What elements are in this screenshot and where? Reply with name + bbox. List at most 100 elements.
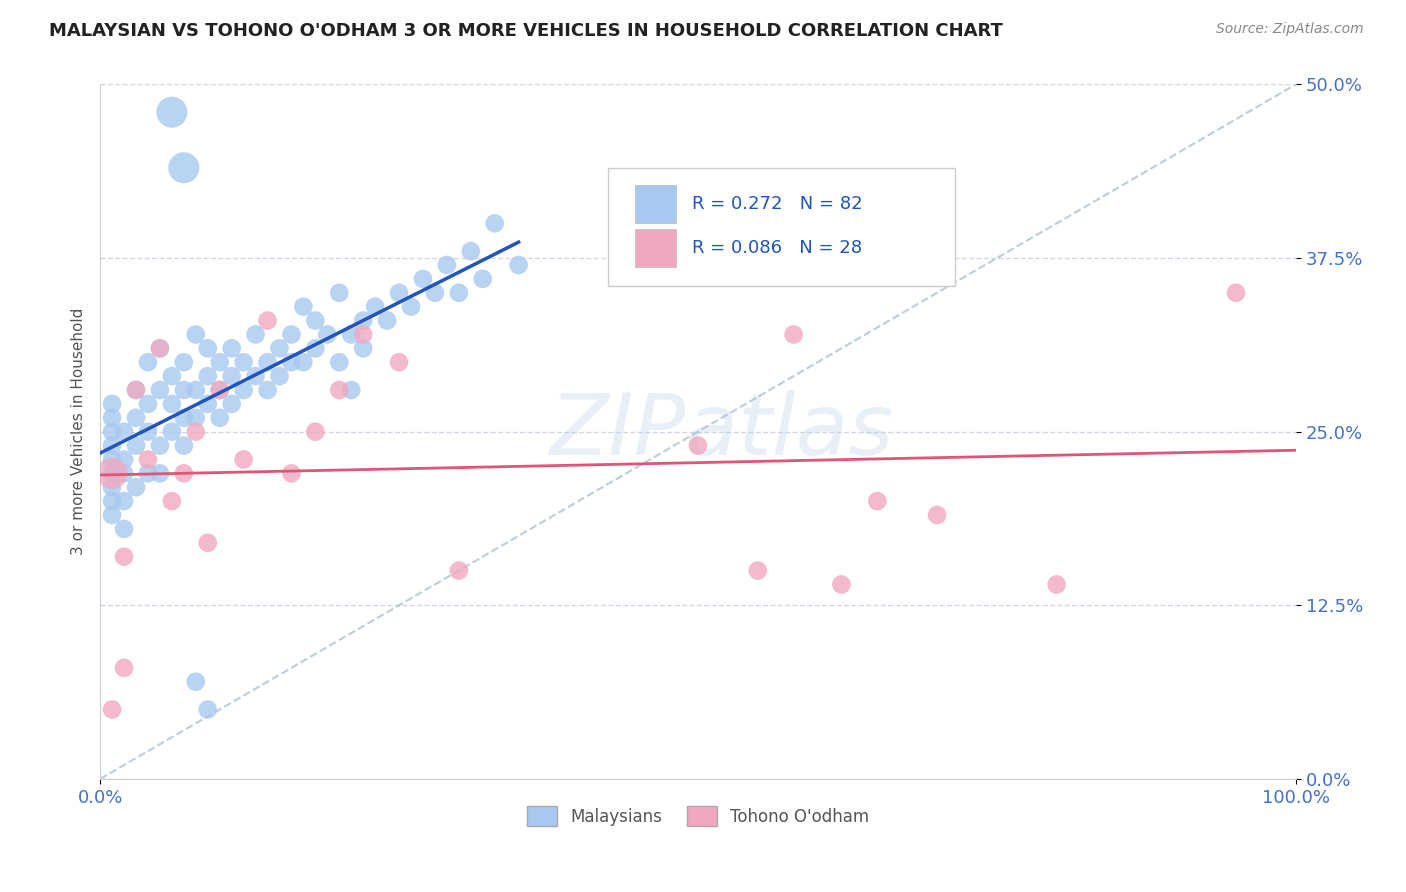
Point (471, 272, 494, 286)
Point (173, 383, 195, 397)
Point (101, 494, 124, 508)
Point (125, 383, 148, 397)
Point (269, 369, 291, 384)
Point (1046, 577, 1069, 591)
Point (197, 397, 219, 411)
Point (292, 300, 315, 314)
Point (184, 383, 207, 397)
Point (328, 355, 350, 369)
Text: ZIPatlas: ZIPatlas (550, 390, 894, 473)
Point (340, 327, 363, 342)
Point (149, 439, 172, 453)
Point (280, 327, 302, 342)
Point (447, 564, 470, 578)
Point (221, 397, 243, 411)
Point (686, 439, 709, 453)
Point (160, 425, 183, 439)
Point (747, 564, 769, 578)
Point (328, 285, 350, 300)
Text: R = 0.272   N = 82: R = 0.272 N = 82 (692, 194, 863, 213)
Point (173, 161, 195, 175)
Point (197, 536, 219, 550)
Point (149, 342, 172, 356)
Point (1225, 285, 1247, 300)
Point (136, 452, 159, 467)
Point (256, 355, 278, 369)
Point (232, 355, 254, 369)
Point (208, 383, 231, 397)
Point (232, 452, 254, 467)
Point (112, 522, 135, 536)
FancyBboxPatch shape (609, 168, 955, 285)
Point (101, 508, 124, 522)
Point (208, 410, 231, 425)
Point (112, 425, 135, 439)
FancyBboxPatch shape (634, 185, 676, 223)
Point (375, 313, 398, 327)
Point (925, 508, 948, 522)
Point (160, 494, 183, 508)
Point (208, 383, 231, 397)
Point (112, 452, 135, 467)
Point (208, 355, 231, 369)
Point (484, 216, 506, 230)
Point (460, 244, 482, 259)
Point (125, 439, 148, 453)
Point (866, 494, 889, 508)
Point (149, 383, 172, 397)
Point (292, 355, 315, 369)
Point (245, 327, 267, 342)
Point (149, 467, 172, 481)
Point (221, 342, 243, 356)
Point (256, 383, 278, 397)
Point (101, 480, 124, 494)
Point (112, 467, 135, 481)
Point (112, 549, 135, 564)
Point (436, 258, 458, 272)
Point (125, 383, 148, 397)
Point (304, 425, 326, 439)
Point (184, 674, 207, 689)
Point (173, 439, 195, 453)
Point (173, 467, 195, 481)
Point (149, 342, 172, 356)
Point (245, 369, 267, 384)
Point (256, 313, 278, 327)
Text: R = 0.086   N = 28: R = 0.086 N = 28 (692, 239, 862, 257)
Text: Source: ZipAtlas.com: Source: ZipAtlas.com (1216, 22, 1364, 37)
Point (399, 300, 422, 314)
Text: MALAYSIAN VS TOHONO O'ODHAM 3 OR MORE VEHICLES IN HOUSEHOLD CORRELATION CHART: MALAYSIAN VS TOHONO O'ODHAM 3 OR MORE VE… (49, 22, 1002, 40)
Point (269, 342, 291, 356)
Point (136, 397, 159, 411)
Point (101, 425, 124, 439)
Point (304, 342, 326, 356)
Point (101, 439, 124, 453)
FancyBboxPatch shape (634, 228, 676, 267)
Point (280, 355, 302, 369)
Point (101, 467, 124, 481)
Point (352, 313, 374, 327)
Point (136, 467, 159, 481)
Point (101, 452, 124, 467)
Point (830, 577, 852, 591)
Point (101, 467, 124, 481)
Point (125, 410, 148, 425)
Point (101, 410, 124, 425)
Point (112, 494, 135, 508)
Point (160, 397, 183, 411)
Point (160, 369, 183, 384)
Point (423, 285, 446, 300)
Point (197, 342, 219, 356)
Point (173, 355, 195, 369)
Point (447, 285, 470, 300)
Point (340, 383, 363, 397)
Point (304, 313, 326, 327)
Legend: Malaysians, Tohono O'odham: Malaysians, Tohono O'odham (520, 799, 876, 833)
Point (197, 702, 219, 716)
Point (184, 327, 207, 342)
Point (352, 327, 374, 342)
Point (508, 258, 530, 272)
Point (388, 285, 411, 300)
Point (782, 327, 804, 342)
Point (125, 480, 148, 494)
